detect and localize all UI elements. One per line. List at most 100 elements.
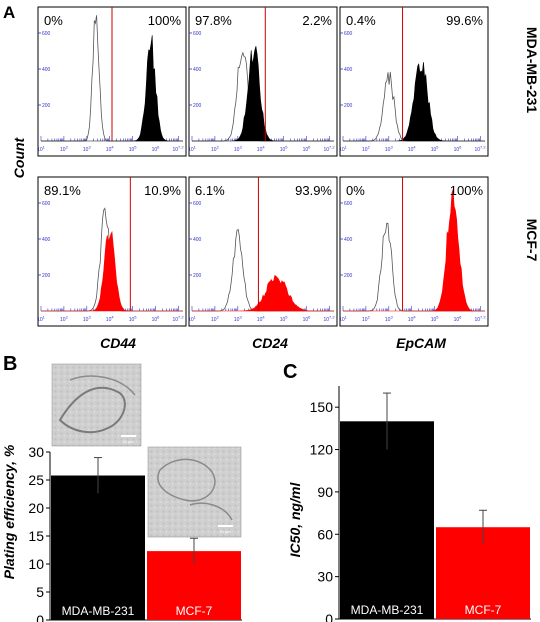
stained-histogram — [192, 275, 334, 312]
y-tick-label: 600 — [193, 201, 202, 207]
percent-left-label: 0% — [44, 13, 63, 28]
panel-c-y-axis-label: IC50, ng/ml — [287, 482, 303, 558]
y-tick-label: 400 — [344, 67, 353, 73]
percent-left-label: 6.1% — [195, 183, 225, 198]
panel-letter-c: C — [283, 361, 297, 383]
y-tick-label: 600 — [193, 31, 202, 37]
x-tick-label: 101 — [188, 315, 197, 324]
x-tick-label: 106 — [454, 145, 463, 154]
micrograph-inset-mcf-7: 20 µm — [147, 446, 242, 538]
y-tick-label: 0 — [36, 612, 44, 622]
stained-histogram — [192, 46, 334, 142]
x-tick-label: 102 — [362, 145, 371, 154]
y-tick-label: 200 — [193, 103, 202, 109]
y-tick-label: 200 — [42, 273, 51, 279]
bar — [340, 421, 434, 619]
x-tick-label: 104 — [257, 315, 266, 324]
marker-label-cd44: CD44 — [100, 335, 136, 351]
percent-left-label: 89.1% — [44, 183, 81, 198]
y-tick-label: 600 — [344, 201, 353, 207]
x-tick-label: 101 — [188, 145, 197, 154]
panel-b-plot-area: 0 5 10 15 20 25 30 MDA-MB-231 MCF-7 — [28, 444, 242, 622]
x-tick-label: 107.2 — [323, 145, 335, 154]
y-tick-label: 25 — [28, 472, 44, 488]
scale-bar-label-mcf: 20 µm — [219, 529, 231, 534]
percent-left-label: 0% — [346, 183, 365, 198]
panel-c-plot-area: 0 30 60 90 120 150 MDA-MB-231 MCF-7 — [310, 386, 531, 622]
x-tick-label: 106 — [454, 315, 463, 324]
percent-right-label: 2.2% — [302, 13, 332, 28]
percent-right-label: 100% — [148, 13, 182, 28]
x-tick-label: 103 — [83, 145, 92, 154]
x-tick-label: 104 — [408, 145, 417, 154]
x-tick-label: 101 — [339, 315, 348, 324]
x-tick-label: 103 — [83, 315, 92, 324]
x-tick-label: 106 — [152, 145, 161, 154]
histogram-subplot: 200 400 600 101 102 103 104 105 106 107.2 97.8% 2.2… — [188, 6, 338, 157]
x-tick-label: 102 — [211, 315, 220, 324]
y-tick-label: 60 — [317, 526, 333, 542]
x-tick-label: 107.2 — [172, 315, 184, 324]
bar-category-label: MCF-7 — [176, 604, 213, 618]
percent-left-label: 97.8% — [195, 13, 232, 28]
y-tick-label: 200 — [344, 103, 353, 109]
stained-histogram — [41, 35, 183, 142]
panel-letter-b: B — [3, 353, 17, 375]
y-tick-label: 600 — [42, 31, 51, 37]
x-tick-label: 106 — [303, 315, 312, 324]
bar — [51, 475, 145, 620]
panel-letter-a: A — [3, 3, 15, 22]
percent-right-label: 10.9% — [144, 183, 181, 198]
y-tick-label: 0 — [325, 611, 333, 622]
panel-b-y-axis-label: Plating efficiency, % — [1, 444, 17, 579]
flow-y-axis-label: Count — [11, 136, 27, 178]
bar-category-label: MDA-MB-231 — [62, 604, 135, 618]
y-tick-label: 400 — [344, 237, 353, 243]
stained-histogram — [343, 189, 485, 312]
percent-right-label: 99.6% — [446, 13, 483, 28]
x-tick-label: 104 — [106, 145, 115, 154]
y-tick-label: 15 — [28, 528, 44, 544]
x-tick-label: 101 — [37, 145, 46, 154]
x-tick-label: 103 — [385, 145, 394, 154]
y-tick-label: 10 — [28, 556, 44, 572]
x-tick-label: 107.2 — [323, 315, 335, 324]
y-tick-label: 90 — [317, 484, 333, 500]
x-tick-label: 105 — [280, 315, 289, 324]
x-tick-label: 107.2 — [474, 315, 486, 324]
y-tick-label: 5 — [36, 584, 44, 600]
x-tick-label: 103 — [234, 315, 243, 324]
x-tick-label: 105 — [129, 145, 138, 154]
x-tick-label: 104 — [408, 315, 417, 324]
y-tick-label: 400 — [42, 237, 51, 243]
y-tick-label: 150 — [310, 399, 334, 415]
x-tick-label: 101 — [339, 145, 348, 154]
x-tick-label: 103 — [234, 145, 243, 154]
y-tick-label: 30 — [28, 444, 44, 460]
row-label-mda-mb-231: MDA-MB-231 — [524, 27, 540, 114]
x-tick-label: 106 — [303, 145, 312, 154]
y-tick-label: 120 — [310, 442, 334, 458]
y-tick-label: 400 — [42, 67, 51, 73]
x-tick-label: 103 — [385, 315, 394, 324]
x-tick-label: 105 — [431, 145, 440, 154]
histogram-subplot: 200 400 600 101 102 103 104 105 106 107.2 89.1% 10.… — [37, 176, 187, 327]
flow-histogram-grid: 200 400 600 101 102 103 104 105 106 107.2 0% 100% 20… — [37, 6, 489, 327]
histogram-subplot: 200 400 600 101 102 103 104 105 106 107.2 0% 100% — [37, 6, 187, 157]
x-tick-label: 105 — [280, 145, 289, 154]
x-tick-label: 105 — [431, 315, 440, 324]
x-tick-label: 104 — [106, 315, 115, 324]
x-tick-label: 101 — [37, 315, 46, 324]
x-tick-label: 107.2 — [474, 145, 486, 154]
y-tick-label: 200 — [193, 273, 202, 279]
bar-category-label: MCF-7 — [465, 603, 502, 617]
marker-label-cd24: CD24 — [252, 335, 288, 351]
x-tick-label: 106 — [152, 315, 161, 324]
x-tick-label: 102 — [362, 315, 371, 324]
row-label-mcf-7: MCF-7 — [524, 219, 540, 262]
x-tick-label: 107.2 — [172, 145, 184, 154]
y-tick-label: 200 — [344, 273, 353, 279]
x-tick-label: 102 — [211, 145, 220, 154]
x-tick-label: 102 — [60, 145, 69, 154]
